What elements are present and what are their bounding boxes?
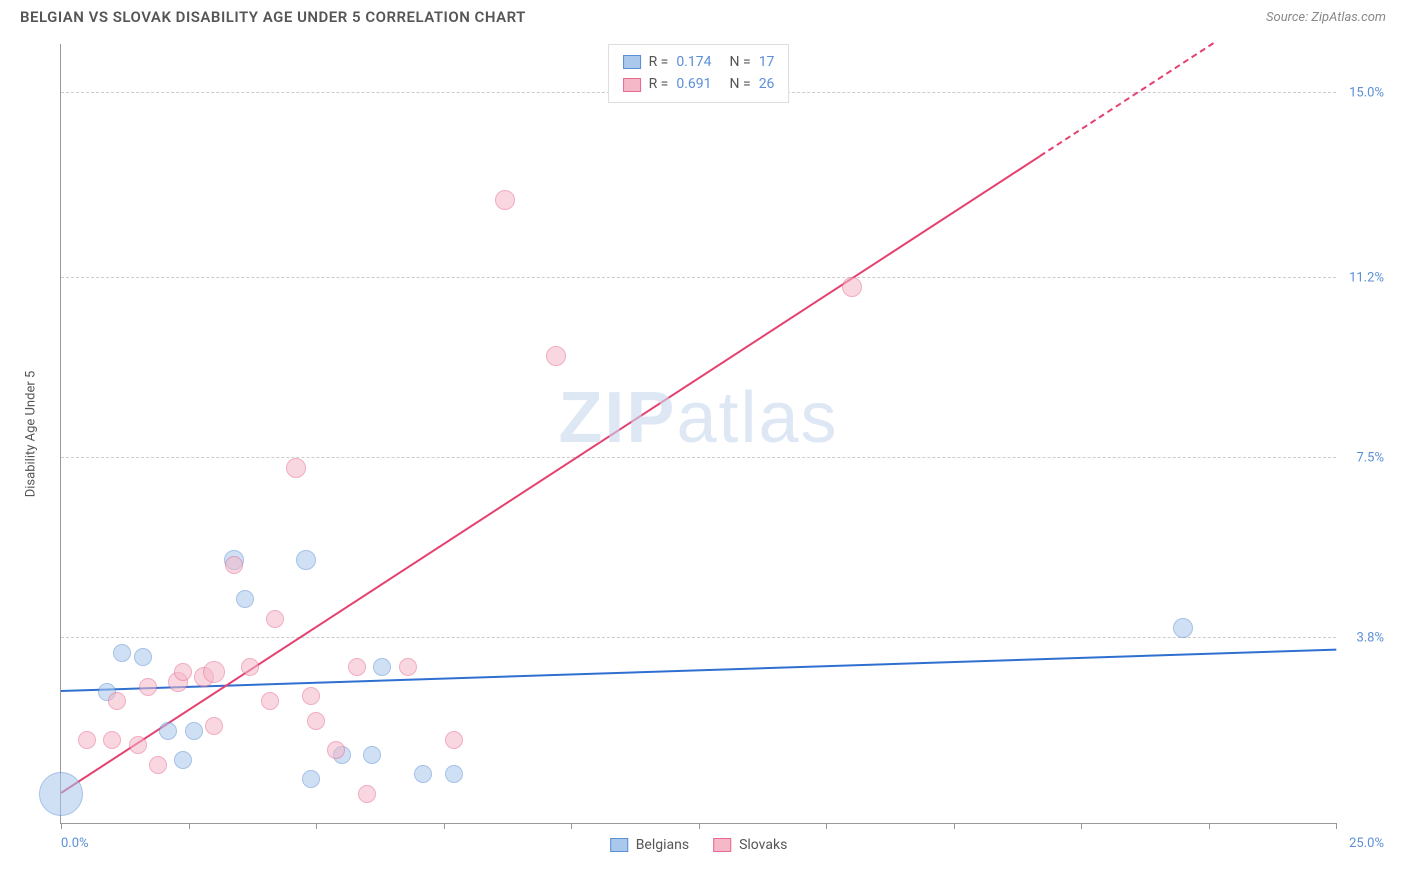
data-point xyxy=(495,190,515,210)
plot-area: ZIPatlas Disability Age Under 5 0.0% 25.… xyxy=(60,44,1336,824)
watermark: ZIPatlas xyxy=(558,377,838,459)
data-point xyxy=(174,663,192,681)
legend-n-label: N = xyxy=(730,51,751,73)
data-point xyxy=(225,556,243,574)
data-point xyxy=(134,648,152,666)
gridline xyxy=(61,277,1336,278)
data-point xyxy=(363,746,381,764)
legend-label-belgians: Belgians xyxy=(636,837,689,853)
trend-line xyxy=(60,155,1040,794)
chart-source: Source: ZipAtlas.com xyxy=(1266,10,1386,25)
x-tick xyxy=(1209,823,1210,829)
data-point xyxy=(113,644,131,662)
y-axis-title: Disability Age Under 5 xyxy=(24,370,39,497)
data-point xyxy=(174,751,192,769)
x-tick xyxy=(316,823,317,829)
data-point xyxy=(103,731,121,749)
data-point xyxy=(266,610,284,628)
legend-item-belgians: Belgians xyxy=(610,837,689,853)
data-point xyxy=(358,785,376,803)
data-point xyxy=(78,731,96,749)
trend-line-extrapolated xyxy=(1040,42,1214,156)
data-point xyxy=(149,756,167,774)
gridline xyxy=(61,457,1336,458)
data-point xyxy=(348,658,366,676)
legend-label-slovaks: Slovaks xyxy=(739,837,787,853)
watermark-part2: atlas xyxy=(676,378,838,458)
data-point xyxy=(546,346,566,366)
legend-n-label: N = xyxy=(730,73,751,95)
x-tick xyxy=(444,823,445,829)
x-tick xyxy=(61,823,62,829)
y-tick-label: 3.8% xyxy=(1356,631,1384,646)
series-legend: Belgians Slovaks xyxy=(610,837,788,853)
data-point xyxy=(236,590,254,608)
x-tick xyxy=(699,823,700,829)
x-axis-label-max: 25.0% xyxy=(1349,836,1384,851)
data-point xyxy=(302,687,320,705)
data-point xyxy=(373,658,391,676)
data-point xyxy=(445,731,463,749)
x-tick xyxy=(1081,823,1082,829)
data-point xyxy=(399,658,417,676)
gridline xyxy=(61,637,1336,638)
data-point xyxy=(414,765,432,783)
legend-swatch-slovaks xyxy=(623,78,641,92)
data-point xyxy=(842,277,862,297)
data-point xyxy=(445,765,463,783)
legend-r-value-belgians: 0.174 xyxy=(676,51,711,73)
data-point xyxy=(203,661,225,683)
data-point xyxy=(205,717,223,735)
legend-item-slovaks: Slovaks xyxy=(713,837,787,853)
data-point xyxy=(108,692,126,710)
legend-row-slovaks: R = 0.691 N = 26 xyxy=(623,73,775,95)
x-tick xyxy=(571,823,572,829)
legend-n-value-slovaks: 26 xyxy=(759,73,775,95)
legend-swatch-slovaks xyxy=(713,838,731,852)
y-tick-label: 7.5% xyxy=(1356,450,1384,465)
data-point xyxy=(159,722,177,740)
watermark-part1: ZIP xyxy=(558,378,676,458)
x-tick xyxy=(1336,823,1337,829)
data-point xyxy=(129,736,147,754)
data-point xyxy=(185,722,203,740)
x-tick xyxy=(954,823,955,829)
data-point xyxy=(307,712,325,730)
data-point xyxy=(327,741,345,759)
y-tick-label: 15.0% xyxy=(1349,85,1384,100)
x-axis-label-min: 0.0% xyxy=(61,836,89,851)
x-tick xyxy=(826,823,827,829)
legend-r-label: R = xyxy=(649,51,669,73)
data-point xyxy=(139,678,157,696)
legend-swatch-belgians xyxy=(610,838,628,852)
legend-n-value-belgians: 17 xyxy=(759,51,775,73)
data-point xyxy=(296,550,316,570)
legend-r-label: R = xyxy=(649,73,669,95)
data-point xyxy=(302,770,320,788)
data-point xyxy=(261,692,279,710)
data-point xyxy=(39,772,83,816)
chart-header: BELGIAN VS SLOVAK DISABILITY AGE UNDER 5… xyxy=(0,0,1406,30)
legend-row-belgians: R = 0.174 N = 17 xyxy=(623,51,775,73)
data-point xyxy=(286,458,306,478)
data-point xyxy=(241,658,259,676)
data-point xyxy=(1173,618,1193,638)
correlation-legend: R = 0.174 N = 17 R = 0.691 N = 26 xyxy=(608,44,790,103)
y-tick-label: 11.2% xyxy=(1349,270,1384,285)
x-tick xyxy=(189,823,190,829)
chart-container: ZIPatlas Disability Age Under 5 0.0% 25.… xyxy=(20,34,1386,864)
legend-swatch-belgians xyxy=(623,55,641,69)
legend-r-value-slovaks: 0.691 xyxy=(676,73,711,95)
chart-title: BELGIAN VS SLOVAK DISABILITY AGE UNDER 5… xyxy=(20,8,526,26)
